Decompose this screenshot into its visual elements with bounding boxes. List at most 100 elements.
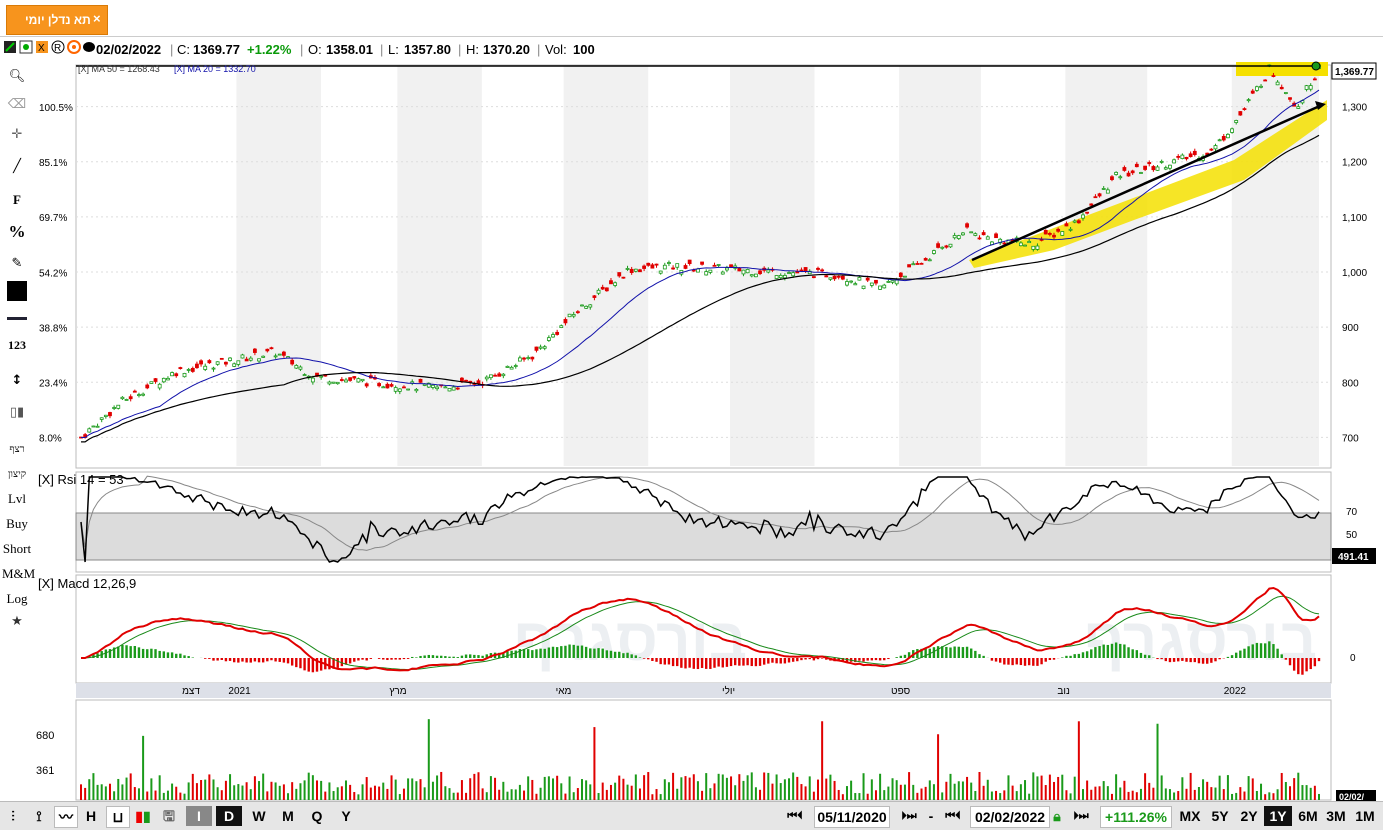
candle-body: [171, 373, 174, 376]
u-button[interactable]: ⊔: [106, 806, 130, 828]
chart-tab[interactable]: תא נדלן יומי ×: [6, 5, 108, 35]
range-6m-button[interactable]: 6M: [1294, 806, 1322, 826]
zoom-tool[interactable]: 🔍︎: [2, 66, 32, 88]
color-candle-button[interactable]: ▮▮: [132, 806, 154, 826]
ma20-label[interactable]: [X] MA 20 = 1332.70: [174, 64, 256, 74]
quarterly-button[interactable]: Q: [304, 806, 330, 826]
volume-bar: [1148, 783, 1150, 800]
weekly-button[interactable]: W: [246, 806, 272, 826]
daily-button[interactable]: D: [216, 806, 242, 826]
eraser-tool[interactable]: ⌫: [2, 94, 32, 116]
volume-bar: [428, 719, 430, 800]
close-icon[interactable]: ×: [93, 11, 101, 26]
macd-hist-bar: [349, 658, 351, 663]
line-type-button[interactable]: 〰: [54, 806, 78, 828]
ohlc-type-button[interactable]: ⟟: [28, 806, 50, 826]
range-2y-button[interactable]: 2Y: [1235, 806, 1263, 826]
volume-bar: [726, 778, 728, 800]
volume-bar: [498, 790, 500, 800]
extreme-tool[interactable]: קיצון: [2, 464, 32, 486]
volume-bar: [515, 789, 517, 800]
range-1y-button[interactable]: 1Y: [1264, 806, 1292, 826]
chart-icons[interactable]: X R: [4, 39, 96, 58]
candle-body: [1098, 194, 1101, 196]
candle-body: [903, 276, 906, 277]
price-chart[interactable]: בורסגרף בורסגרף [X] MA 50 = 1268.43 [X] …: [34, 60, 1383, 802]
end-prev-button[interactable]: ⏮⏴: [936, 806, 970, 826]
candle-body: [1152, 166, 1155, 169]
candle-body: [1044, 230, 1047, 234]
macd-hist-bar: [419, 656, 421, 658]
line-tool[interactable]: ╱: [2, 156, 32, 178]
range-1m-button[interactable]: 1M: [1351, 806, 1379, 826]
macd-hist-bar: [701, 658, 703, 668]
macd-hist-bar: [871, 658, 873, 660]
favorite-tool[interactable]: ★: [2, 611, 32, 633]
rsi-label[interactable]: [X] Rsi 14 = 53: [38, 472, 124, 487]
ma50-label[interactable]: [X] MA 50 = 1268.43: [78, 64, 160, 74]
candle-body: [108, 412, 111, 415]
fibonacci-tool[interactable]: F: [2, 189, 32, 211]
start-prev-button[interactable]: ⏮⏴: [778, 806, 812, 826]
macd-hist-bar: [138, 647, 140, 658]
h-button[interactable]: H: [80, 806, 102, 826]
percent-tool[interactable]: %: [2, 221, 32, 243]
macd-hist-bar: [1165, 658, 1167, 661]
volume-bar: [577, 788, 579, 800]
mm-tool[interactable]: M&M: [2, 563, 32, 585]
macd-hist-bar: [560, 646, 562, 658]
macd-hist-bar: [444, 656, 446, 658]
volume-bar: [92, 773, 94, 800]
range-3m-button[interactable]: 3M: [1322, 806, 1350, 826]
volume-bar: [395, 780, 397, 800]
volume-bar: [1239, 787, 1241, 800]
crosshair-tool[interactable]: ✛: [2, 124, 32, 146]
volume-bar: [705, 773, 707, 800]
volume-bar: [987, 780, 989, 800]
volume-bar: [697, 781, 699, 800]
candle-body: [932, 251, 935, 254]
macd-hist-bar: [378, 658, 380, 659]
volume-bar: [788, 778, 790, 800]
macd-label[interactable]: [X] Macd 12,26,9: [38, 576, 136, 591]
buy-tool[interactable]: Buy: [2, 513, 32, 535]
color-tool[interactable]: [2, 280, 32, 302]
candle-tool[interactable]: ▯▮: [2, 402, 32, 424]
volume-bar: [1231, 794, 1233, 800]
chat-icon: [83, 42, 95, 52]
line-width-tool[interactable]: [2, 308, 32, 330]
month-band: [1065, 66, 1147, 466]
short-tool[interactable]: Short: [2, 538, 32, 560]
macd-hist-bar: [539, 649, 541, 658]
volume-bar: [747, 775, 749, 800]
macd-hist-bar: [974, 651, 976, 658]
candlestick-type-button[interactable]: ⫶: [2, 806, 24, 826]
range-5y-button[interactable]: 5Y: [1206, 806, 1234, 826]
sequence-tool[interactable]: רצף: [2, 439, 32, 461]
vertical-measure-tool[interactable]: ↕: [2, 370, 32, 392]
macd-hist-bar: [357, 658, 359, 660]
macd-hist-bar: [187, 656, 189, 658]
volume-bar: [664, 779, 666, 800]
save-button[interactable]: 🖫: [158, 806, 180, 826]
macd-hist-bar: [564, 646, 566, 658]
range-mx-button[interactable]: MX: [1176, 806, 1204, 826]
end-date-field[interactable]: 02/02/2022: [970, 806, 1050, 828]
yearly-button[interactable]: Y: [333, 806, 359, 826]
measure-tool[interactable]: 123: [2, 337, 32, 359]
start-date-field[interactable]: 05/11/2020: [814, 806, 890, 828]
lock-icon[interactable]: 🔒︎: [1050, 806, 1064, 826]
macd-hist-bar: [1243, 649, 1245, 658]
candle-body: [812, 277, 815, 278]
edit-tool[interactable]: ✎: [2, 253, 32, 275]
candle-body: [229, 358, 232, 360]
start-next-button[interactable]: ⏵⏭: [892, 806, 926, 826]
volume-bar: [776, 774, 778, 800]
end-next-button[interactable]: ⏵⏭: [1064, 806, 1098, 826]
candle-body: [643, 266, 646, 268]
lvl-tool[interactable]: Lvl: [2, 488, 32, 510]
intraday-button[interactable]: I: [186, 806, 212, 826]
monthly-button[interactable]: M: [275, 806, 301, 826]
log-tool[interactable]: Log: [2, 588, 32, 610]
candle-body: [1235, 120, 1238, 122]
